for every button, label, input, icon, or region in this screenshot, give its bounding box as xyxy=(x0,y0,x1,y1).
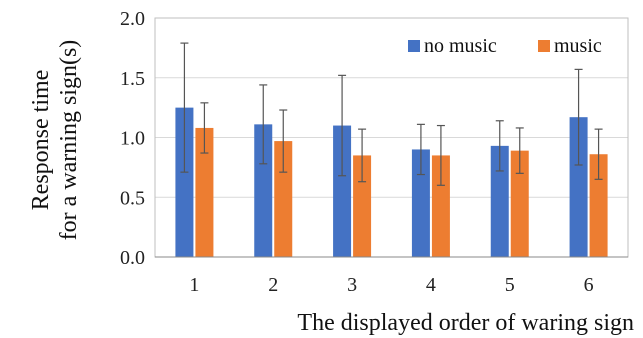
legend: no music music xyxy=(408,35,602,57)
legend-label-no-music: no music xyxy=(424,35,497,57)
bar-no-music-6 xyxy=(569,117,588,257)
error-bar-no-music-5 xyxy=(495,120,504,172)
y-tick-label: 0.0 xyxy=(120,247,145,269)
error-bar-music-4 xyxy=(436,124,445,186)
x-tick-label: 3 xyxy=(347,274,357,296)
x-axis-title: The displayed order of waring sign xyxy=(297,310,634,336)
error-bar-music-5 xyxy=(515,127,524,174)
legend-swatch-music xyxy=(538,40,550,52)
bar-music-6 xyxy=(589,154,608,257)
bar-no-music-1 xyxy=(175,107,194,257)
x-tick-label: 4 xyxy=(426,274,436,296)
x-tick-labels: 1 2 3 4 5 6 xyxy=(189,274,593,296)
error-bar-no-music-1 xyxy=(180,42,189,173)
y-axis-title-line-2: for a warning sign(s) xyxy=(56,40,82,241)
error-bar-music-2 xyxy=(279,109,288,173)
bar-no-music-5 xyxy=(490,145,509,257)
y-tick-label: 2.0 xyxy=(120,8,145,30)
bar-music-2 xyxy=(274,141,293,257)
error-bars xyxy=(180,42,603,186)
x-tick-label: 6 xyxy=(584,274,594,296)
y-tick-labels: 0.0 0.5 1.0 1.5 2.0 xyxy=(120,8,145,269)
legend-swatch-no-music xyxy=(408,40,420,52)
plot-frame xyxy=(154,17,629,258)
error-bar-no-music-4 xyxy=(416,123,425,176)
bar-music-1 xyxy=(195,127,214,257)
error-bar-no-music-3 xyxy=(338,74,347,177)
x-tick-label: 1 xyxy=(189,274,199,296)
gridlines xyxy=(155,77,628,198)
bar-no-music-3 xyxy=(333,125,352,257)
error-bar-no-music-2 xyxy=(259,84,268,165)
error-bar-music-1 xyxy=(200,102,209,154)
error-bar-no-music-6 xyxy=(574,68,583,166)
bar-music-3 xyxy=(353,155,372,257)
y-tick-label: 1.0 xyxy=(120,128,145,150)
x-tick-label: 5 xyxy=(505,274,515,296)
bars xyxy=(175,107,608,257)
x-tick-label: 2 xyxy=(268,274,278,296)
y-tick-label: 1.5 xyxy=(120,68,145,90)
y-tick-label: 0.5 xyxy=(120,187,145,209)
bar-music-5 xyxy=(510,150,529,257)
legend-label-music: music xyxy=(554,35,602,57)
error-bar-music-6 xyxy=(594,128,603,180)
bar-music-4 xyxy=(431,155,450,257)
error-bar-music-3 xyxy=(358,128,367,183)
bar-no-music-2 xyxy=(254,124,273,257)
y-axis-title-line-1: Response time xyxy=(28,70,54,211)
bar-no-music-4 xyxy=(411,149,430,257)
